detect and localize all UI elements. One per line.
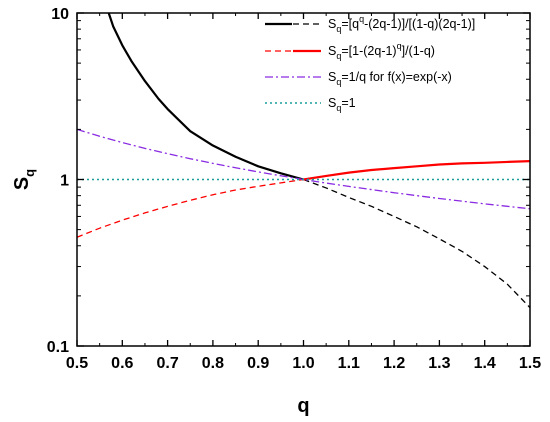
x-tick-label: 1.4 [474,355,496,372]
y-tick-label: 1 [60,173,69,190]
x-tick-label: 1.5 [519,355,541,372]
legend-label-part: =[1-(2q-1) [341,44,396,58]
legend-label-part: S [328,70,336,84]
series-2-line-solid [303,159,530,181]
series-layer [77,13,530,309]
legend-label-part: ]/(1-q) [402,44,435,58]
legend-label: Sq=1/q for f(x)=exp(-x) [328,70,452,87]
x-tick-label: 0.8 [202,355,224,372]
legend-label-part: S [328,17,336,31]
x-tick-label: 1.0 [292,355,314,372]
legend-label-part: q [397,41,402,51]
legend: Sq=[qq-(2q-1)]/[(1-q)(2q-1)]Sq=[1-(2q-1)… [265,14,475,113]
x-tick-label: 1.2 [383,355,405,372]
legend-label-part: =1/q for f(x)=exp(-x) [341,70,451,84]
y-axis-title-subscript: q [22,169,37,177]
legend-label-part: q [336,51,341,61]
series-2-line-dashed [77,178,304,238]
legend-label: Sq=[qq-(2q-1)]/[(1-q)(2q-1)] [328,14,475,34]
series-3-line-dashdot [77,128,530,210]
legend-label-part: q [336,24,341,34]
legend-label-part: -(2q-1)]/[(1-q)(2q-1)] [364,17,475,31]
y-axis-title-main: S [11,177,33,190]
x-tick-label: 1.1 [338,355,360,372]
x-tick-label: 0.7 [156,355,178,372]
y-tick-label: 10 [51,6,69,23]
y-tick-label: 0.1 [47,339,69,356]
legend-label: Sq=[1-(2q-1)q]/(1-q) [328,41,435,61]
legend-label-part: q [336,103,341,113]
series-1-line-solid [107,13,304,181]
legend-label-part: q [359,14,364,24]
legend-label-part: S [328,44,336,58]
legend-label-part: q [336,77,341,87]
x-tick-label: 0.6 [111,355,133,372]
y-axis-title: Sq [11,169,37,190]
legend-label-part: S [328,96,336,110]
x-axis-title: q [297,395,309,417]
legend-label: Sq=1 [328,96,356,113]
legend-label-part: =1 [341,96,355,110]
x-tick-label: 0.9 [247,355,269,372]
x-tick-label: 1.3 [428,355,450,372]
ticks-layer: 0.5 0.6 0.7 0.8 0.9 1.0 1.1 1.2 1.3 1.4 1.5 0.1 1 10 [47,6,541,372]
x-tick-label: 0.5 [66,355,88,372]
series-1-line-dashed [303,178,530,309]
legend-label-part: =[q [341,17,359,31]
